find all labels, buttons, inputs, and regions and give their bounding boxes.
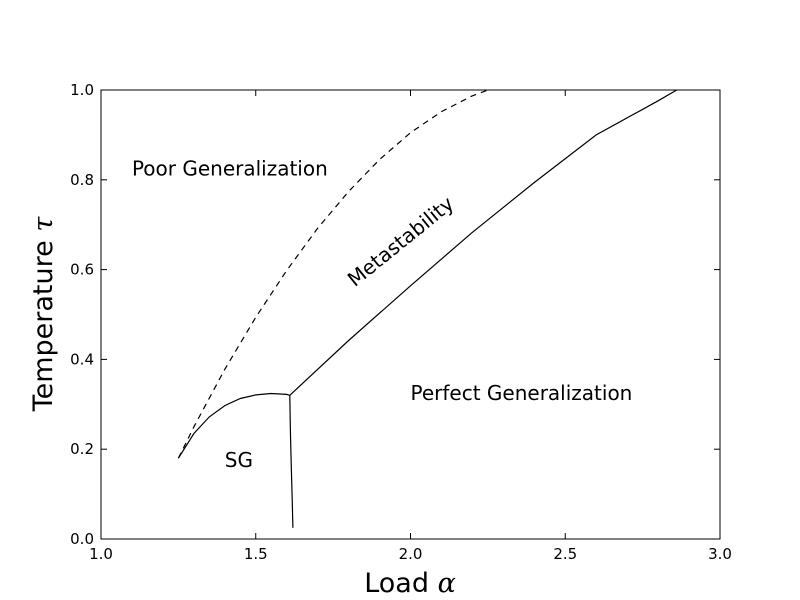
region-label: SG — [225, 448, 253, 472]
x-tick-label: 1.0 — [89, 545, 113, 563]
x-axis-title-text: Load — [364, 568, 429, 599]
x-tick-label: 2.0 — [399, 545, 423, 563]
region-label: Perfect Generalization — [411, 381, 633, 405]
y-tick-label: 1.0 — [70, 81, 94, 99]
y-tick-label: 0.8 — [70, 171, 94, 189]
y-tick-label: 0.0 — [70, 530, 94, 548]
x-tick-label: 3.0 — [708, 545, 732, 563]
y-tick-label: 0.2 — [70, 440, 94, 458]
tick-layer: 1.0 1.5 2.0 2.5 3.0 0.0 0.2 0.4 0.6 0.8 1.0 — [70, 81, 732, 563]
x-tick-label: 1.5 — [244, 545, 268, 563]
y-axis-title-symbol: τ — [28, 216, 59, 232]
x-tick-label: 2.5 — [553, 545, 577, 563]
region-label: Poor Generalization — [132, 156, 328, 180]
x-axis-title-symbol: α — [438, 568, 456, 599]
plot-background — [101, 90, 720, 539]
y-tick-label: 0.6 — [70, 261, 94, 279]
phase-boundary-line-4 — [177, 89, 489, 459]
y-axis-title-text: Temperature — [28, 240, 59, 412]
y-axis-title: Temperature τ — [28, 216, 59, 413]
x-axis-title: Load α — [364, 568, 456, 599]
series-layer — [177, 89, 678, 528]
phase-boundary-line-2 — [289, 395, 294, 528]
phase-boundary-line-1 — [177, 392, 290, 459]
y-tick-label: 0.4 — [70, 350, 94, 368]
phase-boundary-line-3 — [289, 89, 678, 396]
